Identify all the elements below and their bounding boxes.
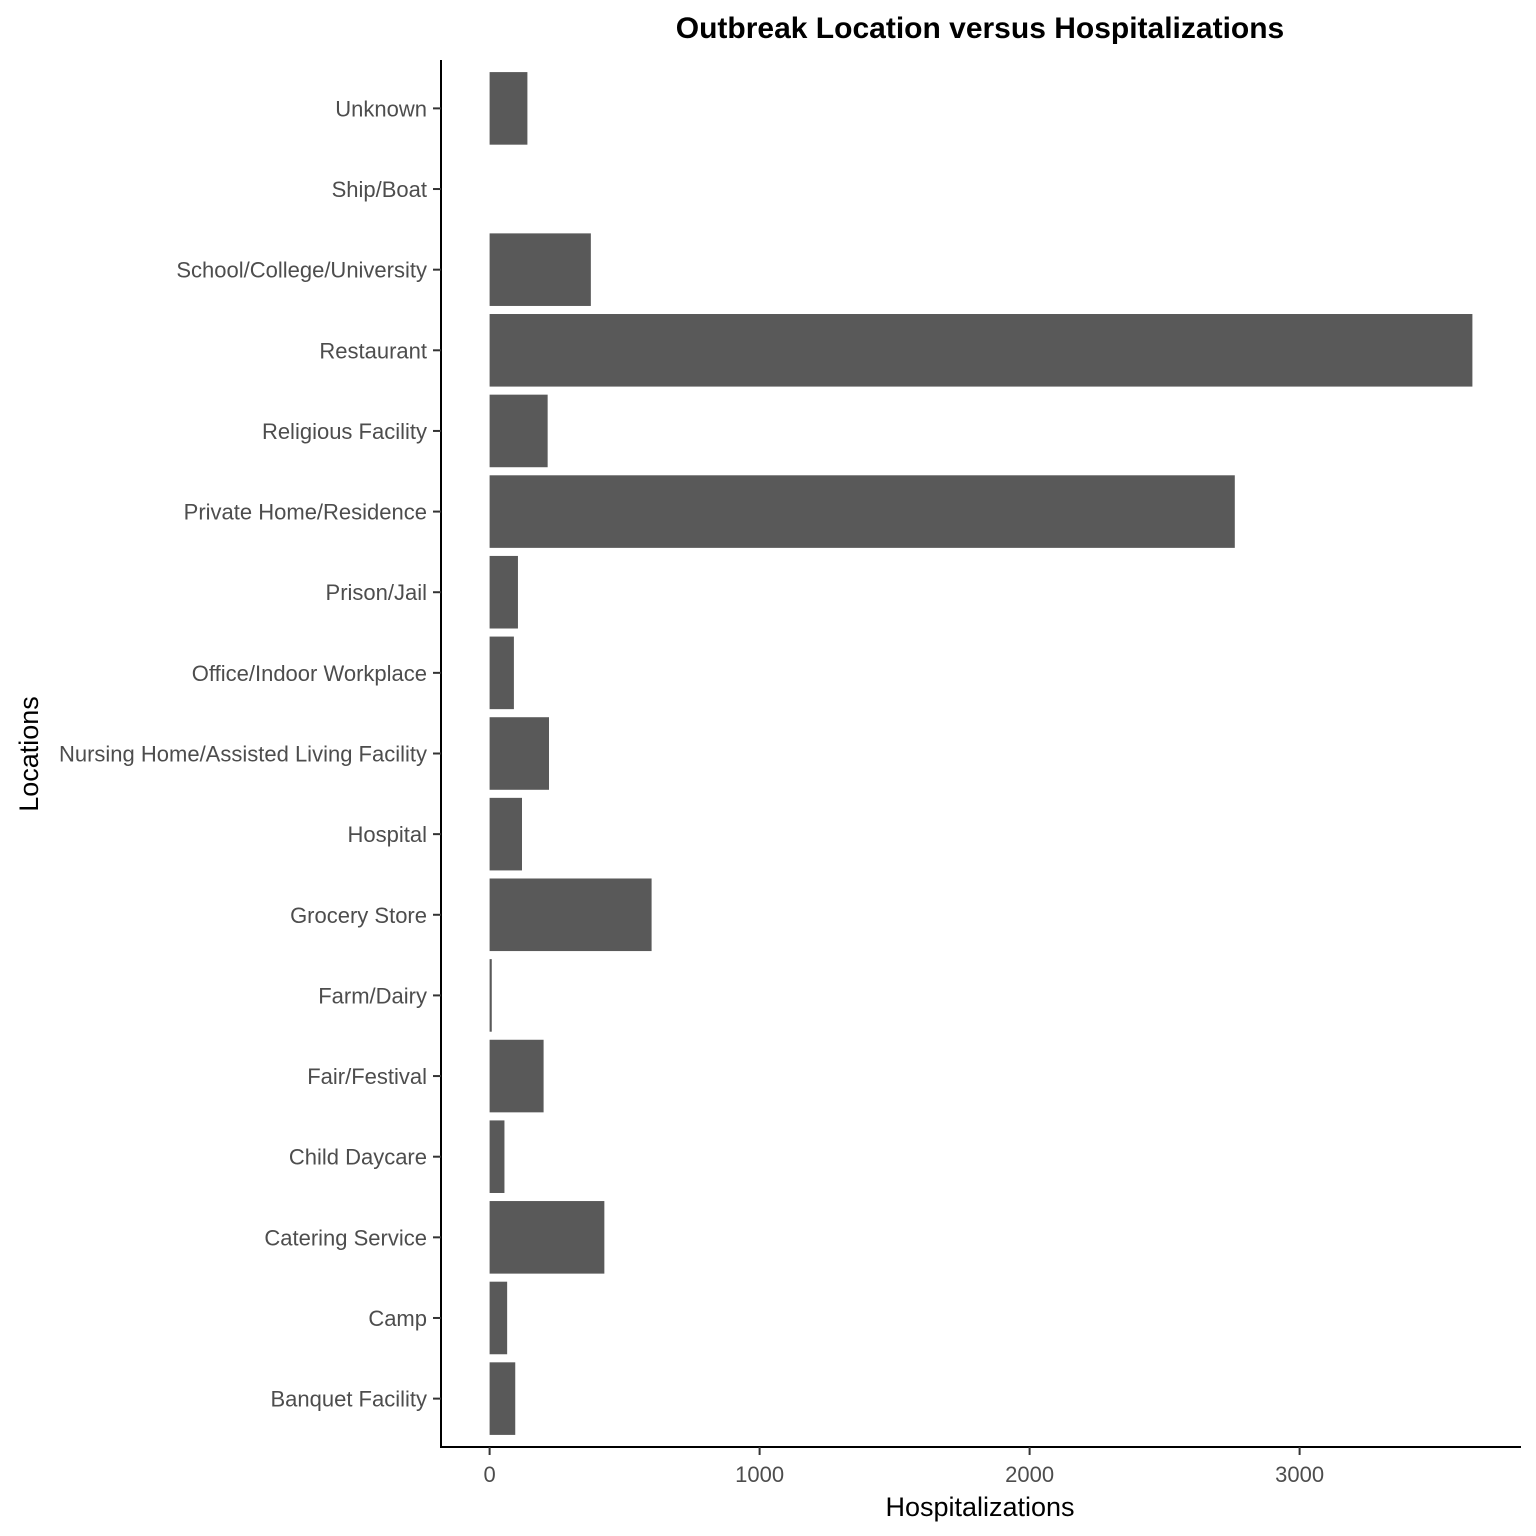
y-tick-label-farm-dairy: Farm/Dairy xyxy=(318,983,427,1008)
y-tick-label-restaurant: Restaurant xyxy=(319,338,427,363)
bar-grocery-store xyxy=(489,878,652,952)
y-tick-label-prison-jail: Prison/Jail xyxy=(326,580,427,605)
y-tick-label-ship-boat: Ship/Boat xyxy=(332,177,427,202)
y-tick-label-child-daycare: Child Daycare xyxy=(289,1145,427,1170)
bar-school-college-university xyxy=(489,233,591,306)
y-tick-label-unknown: Unknown xyxy=(335,96,427,121)
y-tick-label-fair-festival: Fair/Festival xyxy=(307,1064,427,1089)
y-tick-label-hospital: Hospital xyxy=(348,822,427,847)
y-tick-label-nursing-home-assisted-living-facility: Nursing Home/Assisted Living Facility xyxy=(59,742,427,767)
bar-catering-service xyxy=(489,1201,605,1274)
bar-fair-festival xyxy=(489,1039,544,1113)
bar-camp xyxy=(489,1281,508,1355)
y-axis-title: Locations xyxy=(14,696,44,812)
bar-child-daycare xyxy=(489,1120,505,1193)
x-tick-label-2000: 2000 xyxy=(1005,1462,1054,1487)
x-tick-label-1000: 1000 xyxy=(735,1462,784,1487)
bar-prison-jail xyxy=(489,555,518,629)
bar-private-home-residence xyxy=(489,475,1235,548)
y-tick-label-camp: Camp xyxy=(368,1306,427,1331)
chart-title: Outbreak Location versus Hospitalization… xyxy=(676,12,1284,45)
x-axis-title: Hospitalizations xyxy=(885,1492,1074,1522)
x-tick-label-0: 0 xyxy=(483,1462,495,1487)
y-axis-ticks: Banquet Facility Camp Catering Service Chil… xyxy=(59,96,441,1412)
bar-nursing-home-assisted-living-facility xyxy=(489,717,549,790)
bar-farm-dairy xyxy=(489,959,492,1032)
bar-unknown xyxy=(489,72,528,145)
bar-restaurant xyxy=(489,314,1473,387)
bar-religious-facility xyxy=(489,394,548,468)
y-tick-label-office-indoor-workplace: Office/Indoor Workplace xyxy=(192,661,427,686)
y-tick-label-private-home-residence: Private Home/Residence xyxy=(184,500,427,525)
y-tick-label-catering-service: Catering Service xyxy=(264,1225,427,1250)
x-axis-ticks: 0 1000 2000 3000 xyxy=(483,1447,1324,1487)
y-tick-label-grocery-store: Grocery Store xyxy=(290,903,427,928)
bars-group xyxy=(489,72,1473,1435)
y-tick-label-banquet-facility: Banquet Facility xyxy=(270,1387,427,1412)
bar-banquet-facility xyxy=(489,1362,516,1435)
x-tick-label-3000: 3000 xyxy=(1275,1462,1324,1487)
bar-hospital xyxy=(489,797,522,871)
y-tick-label-religious-facility: Religious Facility xyxy=(262,419,427,444)
bar-office-indoor-workplace xyxy=(489,636,514,710)
y-tick-label-school-college-university: School/College/University xyxy=(176,258,427,283)
